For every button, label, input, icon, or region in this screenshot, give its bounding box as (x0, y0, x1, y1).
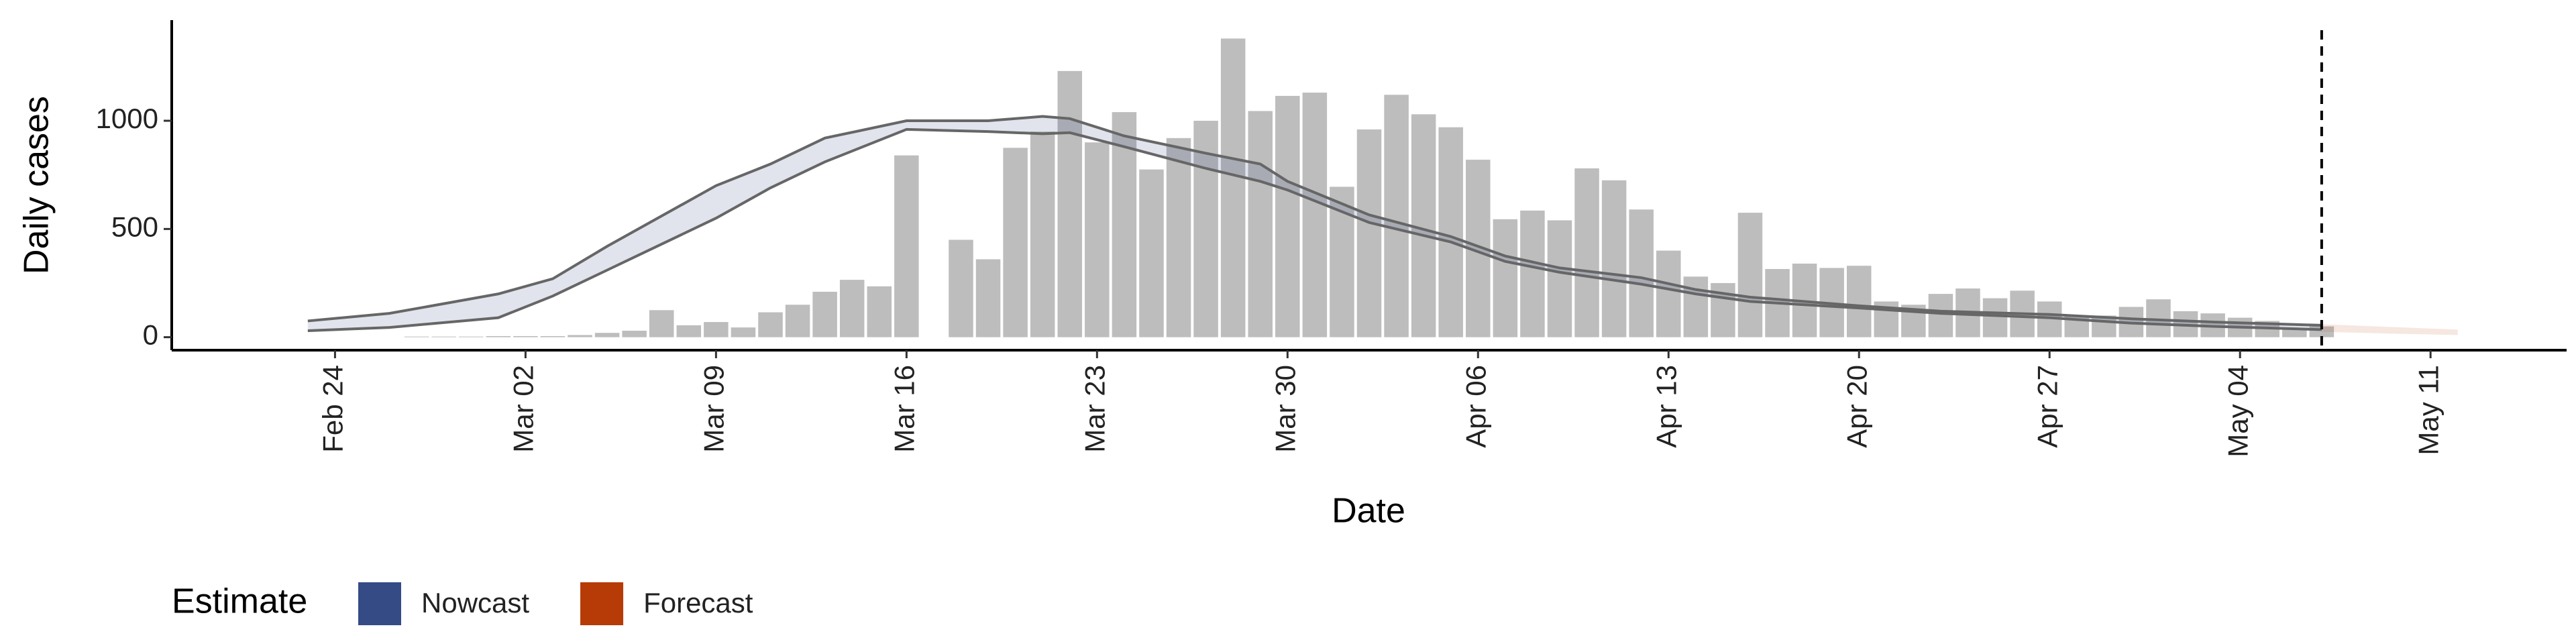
bar (975, 259, 1001, 337)
bar (1547, 220, 1572, 337)
x-tick-label: May 04 (2222, 365, 2253, 458)
x-tick-label: Mar 16 (888, 365, 920, 453)
x-tick-label: Mar 02 (507, 365, 539, 453)
ribbon-bound (307, 127, 2322, 332)
bar (1030, 131, 1055, 337)
bar (1384, 95, 1409, 337)
x-tick-label: May 11 (2412, 365, 2444, 455)
bar (1057, 70, 1083, 337)
bar (1356, 129, 1382, 337)
bar (812, 291, 837, 337)
bar (758, 312, 783, 337)
bar (1275, 95, 1300, 337)
x-tick-label: Feb 24 (317, 365, 349, 453)
y-tick-label: 1000 (96, 103, 158, 134)
bar (1003, 148, 1028, 337)
bar (1438, 127, 1463, 337)
x-tick-label: Mar 30 (1269, 365, 1301, 453)
bar (1248, 111, 1273, 337)
bar (676, 325, 702, 337)
bar (594, 333, 620, 337)
bar (1928, 294, 1953, 337)
bar (1601, 180, 1627, 337)
bar (2092, 315, 2116, 337)
bar (867, 286, 892, 337)
x-tick-label: Apr 27 (2031, 365, 2063, 448)
x-tick-label: Apr 06 (1460, 365, 1491, 448)
bar (486, 336, 511, 337)
y-tick-label: 0 (143, 319, 158, 351)
legend-title: Estimate (172, 582, 307, 621)
ribbon-bound (307, 115, 2322, 327)
legend-swatch (358, 582, 401, 625)
bar (1411, 114, 1436, 337)
bar (1166, 138, 1191, 337)
bar (1493, 219, 1518, 337)
bar (649, 310, 674, 337)
x-tick-label: Mar 23 (1079, 365, 1110, 453)
x-tick-label: Apr 13 (1650, 365, 1682, 448)
bar (622, 330, 647, 337)
bar (894, 155, 919, 337)
bar (1982, 298, 2008, 337)
legend-label: Nowcast (421, 587, 529, 619)
bar (1574, 168, 1599, 337)
bar (1193, 121, 1218, 337)
ribbon (307, 116, 2322, 331)
bar (839, 280, 865, 337)
bar (949, 239, 973, 337)
bar (731, 327, 756, 337)
bar (568, 335, 592, 337)
y-tick-label: 500 (111, 211, 158, 242)
x-axis-title: Date (1332, 492, 1405, 531)
bar (1656, 250, 1681, 337)
bar (704, 322, 729, 337)
bar (1846, 266, 1872, 337)
bar (513, 336, 538, 337)
bar (2282, 328, 2307, 337)
bar (1085, 142, 1110, 337)
bar (1629, 209, 1654, 337)
x-tick-label: Apr 20 (1841, 365, 1872, 448)
bar (1737, 213, 1763, 337)
ribbon (2321, 324, 2458, 335)
y-axis-title: Daily cases (17, 96, 56, 274)
bar (1220, 38, 1246, 337)
bar (1520, 210, 1545, 337)
bar (1683, 276, 1709, 337)
x-tick-label: Mar 09 (698, 365, 729, 453)
legend-swatch (580, 582, 624, 625)
bar (540, 336, 566, 337)
legend-label: Forecast (643, 587, 753, 619)
bar (1302, 93, 1328, 337)
bar (1139, 169, 1164, 337)
bar (785, 305, 810, 337)
